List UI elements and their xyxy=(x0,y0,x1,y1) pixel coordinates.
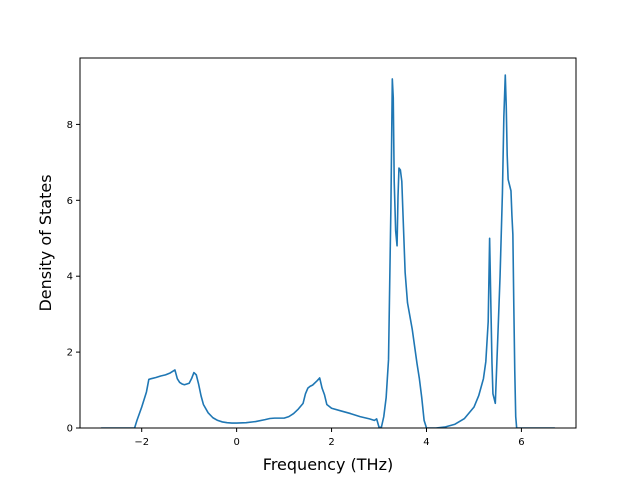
x-axis-label: Frequency (THz) xyxy=(263,455,393,474)
y-tick-label: 4 xyxy=(67,272,73,283)
series-layer xyxy=(100,74,556,428)
y-axis-ticks: 0 2 4 6 8 xyxy=(67,120,80,435)
dos-series-line xyxy=(100,74,556,428)
plot-area xyxy=(80,58,576,428)
x-tick-label: 6 xyxy=(518,437,524,448)
x-tick-label: 2 xyxy=(328,437,334,448)
y-tick-label: 6 xyxy=(67,196,73,207)
plot-frame xyxy=(79,57,577,429)
y-tick-label: 0 xyxy=(67,424,73,435)
y-axis-label: Density of States xyxy=(36,174,55,311)
y-tick-label: 8 xyxy=(67,120,73,131)
x-tick-label: 4 xyxy=(423,437,429,448)
x-tick-label: 0 xyxy=(233,437,239,448)
x-axis-ticks: −2 0 2 4 6 xyxy=(134,428,525,448)
y-tick-label: 2 xyxy=(67,348,73,359)
x-tick-label: −2 xyxy=(134,437,149,448)
